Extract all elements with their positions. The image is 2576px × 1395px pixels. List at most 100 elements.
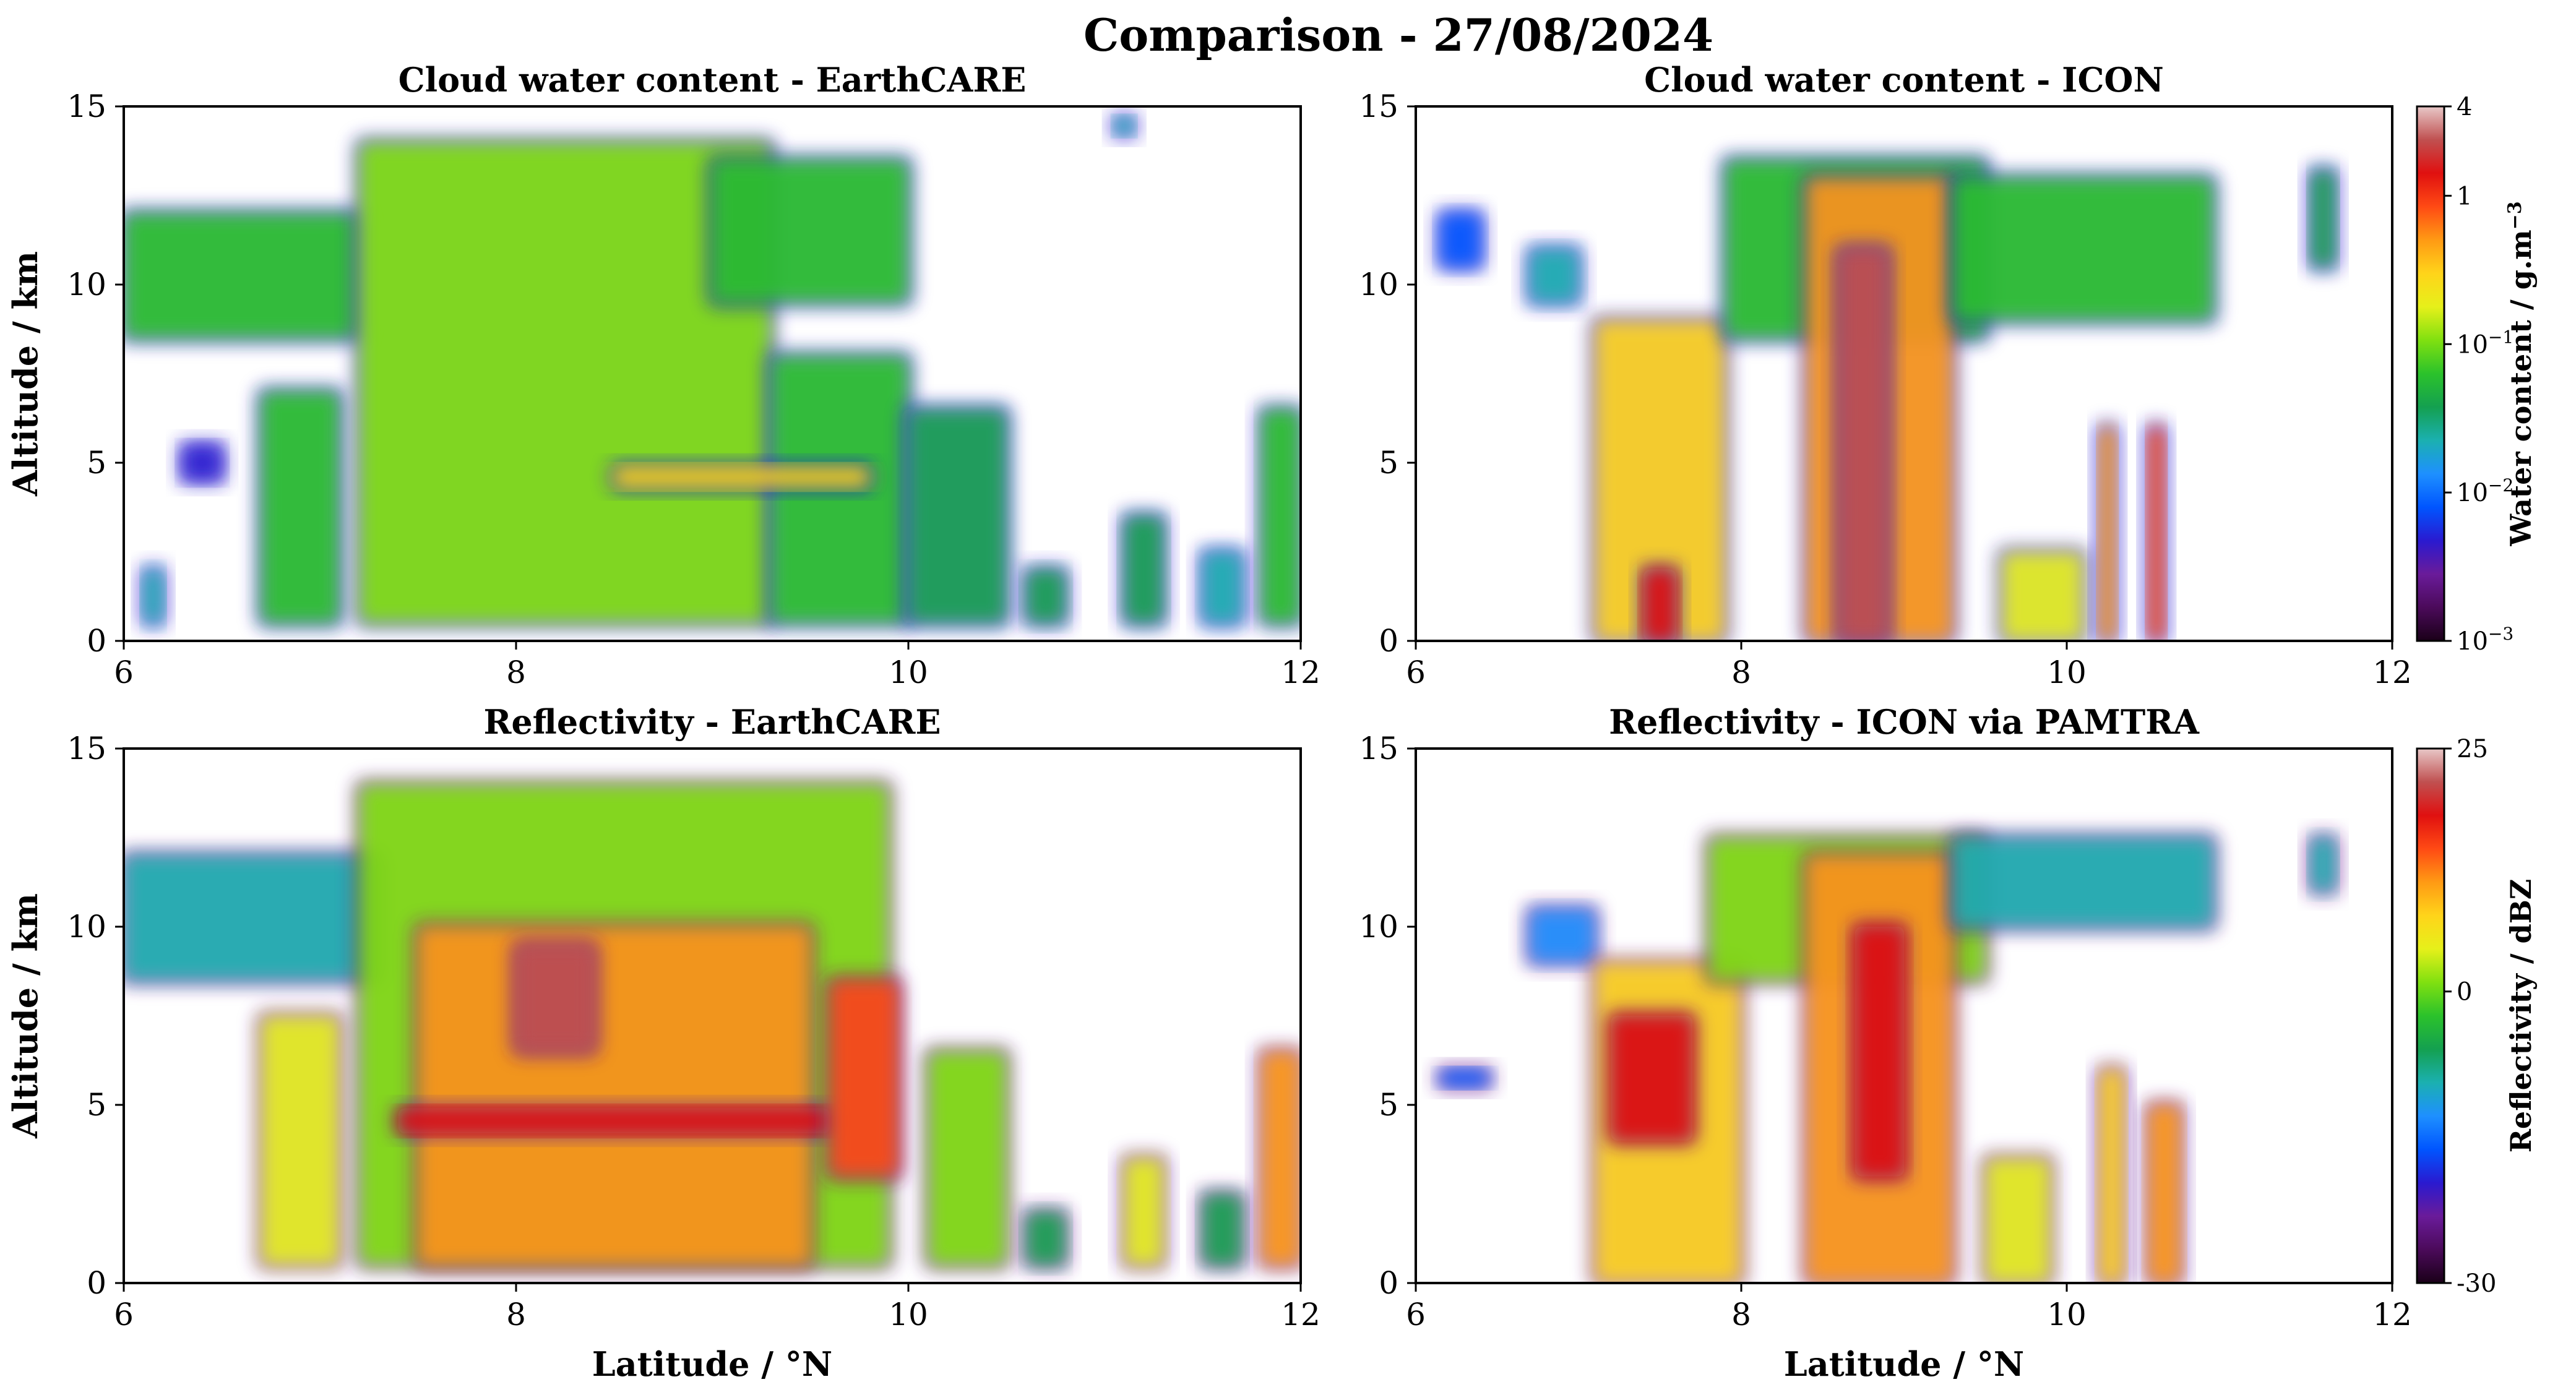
heatmap-cell	[418, 927, 811, 1266]
x-tick-label: 12	[2372, 1297, 2412, 1333]
colorbar-tick-label: 10−2	[2457, 475, 2514, 507]
heatmap-cell	[359, 142, 772, 624]
heatmap-cell	[1440, 213, 1481, 267]
y-tick-label: 10	[67, 909, 106, 945]
chart-refl_icon: 6 8 10 12 0 5 10 15 Reflectivity - ICON via PAMT…	[1359, 702, 2411, 1384]
heatmap-cell	[2311, 838, 2335, 891]
colorbar-tick-label: -30	[2457, 1269, 2496, 1298]
heatmap-cell	[2099, 1069, 2124, 1283]
colorbar-cwc_icon: 10−3 10−2 10−1 1 4 Water content / g.m−3	[2416, 93, 2538, 656]
y-tick-label: 15	[67, 88, 106, 124]
heatmap-cell	[1124, 516, 1164, 624]
y-tick-label: 10	[67, 267, 106, 303]
colorbar-tick-label: 10−1	[2457, 327, 2514, 359]
x-tick-label: 10	[889, 655, 928, 690]
heatmap-layer	[1434, 153, 2341, 641]
y-tick-label: 5	[1379, 445, 1398, 481]
heatmap-cell	[614, 466, 869, 488]
axes-frame	[123, 105, 1302, 642]
heatmap-cell	[143, 569, 163, 624]
heatmap-cell	[908, 409, 1007, 624]
x-tick-label: 8	[506, 1297, 526, 1333]
y-tick-label: 0	[1379, 623, 1398, 659]
y-tick-label: 5	[1379, 1087, 1398, 1123]
heatmap-layer	[124, 111, 1301, 630]
colorbar-tick-label: 0	[2457, 978, 2472, 1007]
panel-title: Cloud water content - ICON	[1644, 60, 2164, 100]
y-tick-label: 0	[87, 1265, 106, 1301]
panel-title: Reflectivity - ICON via PAMTRA	[1609, 702, 2200, 742]
chart-cwc_icon: 6 8 10 12 0 5 10 15 Cloud water content - ICON	[1359, 60, 2411, 690]
heatmap-cell	[261, 391, 340, 624]
heatmap-cell	[1026, 1211, 1066, 1266]
colorbar-refl_icon: -30 0 25 Reflectivity / dBZ	[2416, 735, 2538, 1298]
colorbar-frame	[2416, 105, 2445, 642]
colorbar-label: Reflectivity / dBZ	[2504, 879, 2538, 1153]
heatmap-cell	[1643, 569, 1676, 641]
y-tick-label: 0	[87, 623, 106, 659]
heatmap-cell	[1855, 927, 1904, 1177]
heatmap-cell	[1202, 1194, 1242, 1266]
heatmap-cell	[1952, 838, 2213, 927]
x-tick-label: 12	[2372, 655, 2412, 690]
x-tick-label: 6	[114, 1297, 134, 1333]
heatmap-cell	[1114, 117, 1134, 135]
heatmap-cell	[1530, 249, 1579, 303]
y-axis-label: Altitude / km	[6, 251, 45, 497]
axes-frame	[1415, 747, 2393, 1284]
y-tick-label: 15	[1359, 88, 1398, 124]
colorbar-frame	[2416, 747, 2445, 1284]
heatmap-cell	[1026, 569, 1066, 624]
heatmap-cell	[1440, 1069, 1489, 1088]
x-tick-label: 10	[2047, 655, 2087, 690]
x-axis-label: Latitude / °N	[1784, 1344, 2024, 1384]
heatmap-cell	[124, 855, 379, 981]
panels: 6 8 10 12 0 5 10 15 Cloud water content - EarthC…	[6, 60, 2412, 1384]
y-tick-label: 5	[87, 1087, 106, 1123]
heatmap-cell	[1202, 552, 1242, 624]
x-tick-label: 12	[1281, 655, 1320, 690]
panel-title: Reflectivity - EarthCARE	[483, 702, 941, 742]
heatmap-cell	[1124, 1158, 1164, 1266]
colorbar-tick-label: 1	[2457, 182, 2472, 210]
heatmap-cell	[712, 160, 908, 303]
x-tick-label: 10	[889, 1297, 928, 1333]
y-tick-label: 15	[1359, 731, 1398, 766]
heatmap-cell	[928, 1051, 1007, 1266]
heatmap-cell	[1838, 249, 1888, 641]
y-tick-label: 5	[87, 445, 106, 481]
x-tick-label: 6	[1406, 1297, 1426, 1333]
x-tick-label: 10	[2047, 1297, 2087, 1333]
heatmap-cell	[1261, 409, 1301, 624]
chart-cwc_earthcare: 6 8 10 12 0 5 10 15 Cloud water content - EarthC…	[6, 60, 1320, 690]
heatmap-cell	[2148, 427, 2165, 641]
panel-title: Cloud water content - EarthCARE	[398, 60, 1027, 100]
heatmap-layer	[124, 778, 1301, 1272]
heatmap-cell	[1985, 1158, 2051, 1283]
heatmap-cell	[2148, 1105, 2181, 1283]
y-tick-label: 10	[1359, 909, 1398, 945]
colorbar-gradient	[2417, 106, 2444, 641]
figure-title: Comparison - 27/08/2024	[1083, 9, 1713, 61]
heatmap-cell	[1530, 909, 1595, 963]
colorbars: 10−3 10−2 10−1 1 4 Water content / g.m−3 -30 0 2…	[2416, 93, 2538, 1298]
x-tick-label: 6	[114, 655, 134, 690]
colorbar-tick-label: 4	[2457, 93, 2472, 121]
heatmap-cell	[261, 1016, 340, 1266]
y-tick-label: 10	[1359, 267, 1398, 303]
heatmap-cell	[2099, 427, 2116, 641]
heatmap-layer	[1434, 831, 2341, 1283]
axes-frame	[123, 747, 1302, 1284]
y-tick-label: 15	[67, 731, 106, 766]
heatmap-cell	[1952, 178, 2213, 320]
y-axis-label: Altitude / km	[6, 893, 45, 1139]
x-tick-label: 8	[1731, 655, 1751, 690]
heatmap-cell	[398, 1108, 830, 1134]
colorbar-label: Water content / g.m−3	[2504, 201, 2538, 546]
axes-frame	[1415, 105, 2393, 642]
heatmap-cell	[1595, 320, 1725, 641]
y-tick-label: 0	[1379, 1265, 1398, 1301]
colorbar-gradient	[2417, 749, 2444, 1283]
heatmap-cell	[2001, 552, 2083, 641]
